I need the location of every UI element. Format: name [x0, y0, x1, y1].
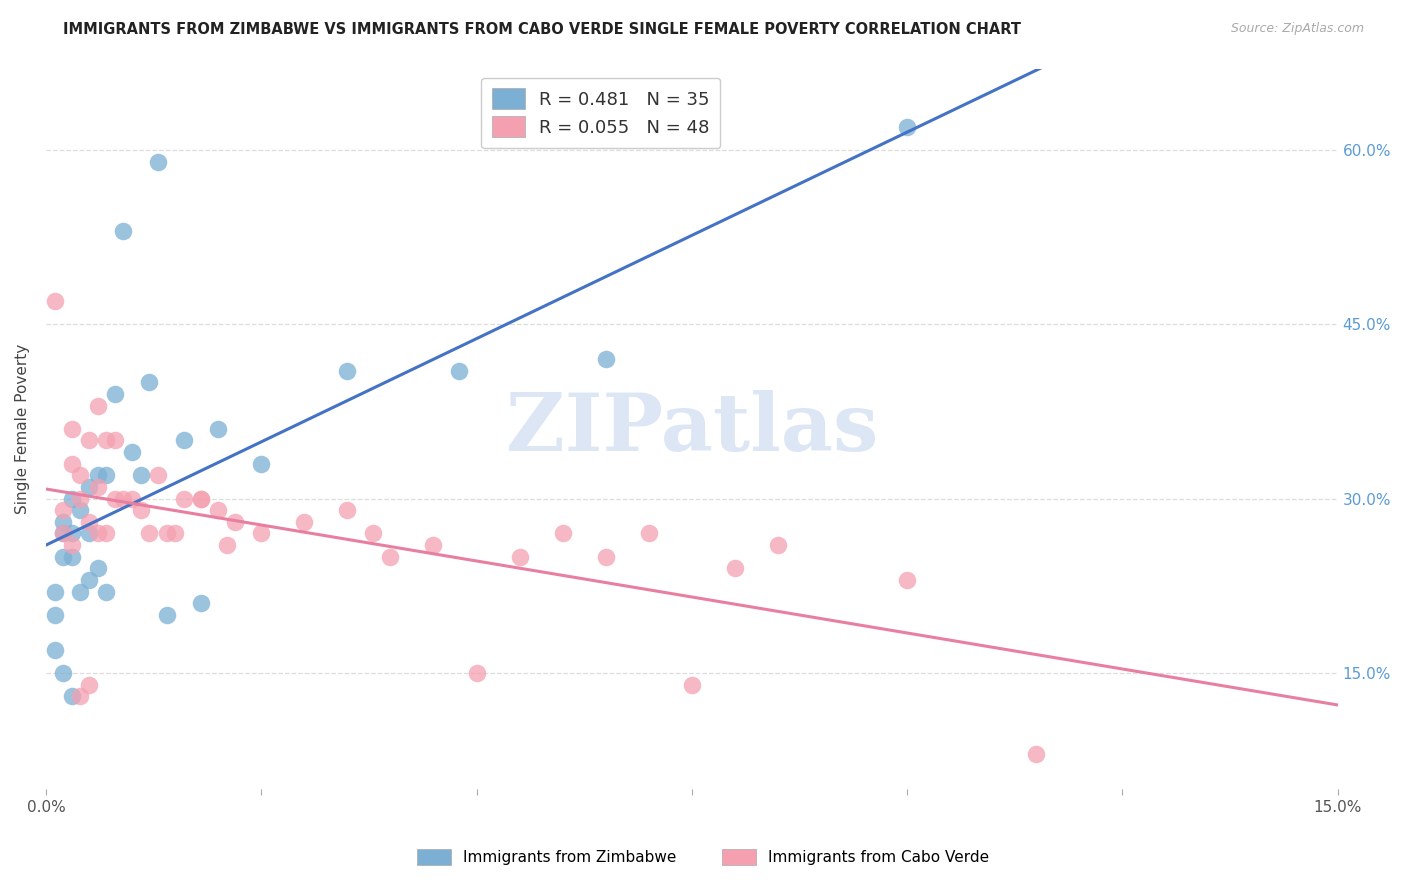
Point: [86, 526, 108, 541]
Point: [86, 561, 108, 575]
Text: IMMIGRANTS FROM ZIMBABWE VS IMMIGRANTS FROM CABO VERDE SINGLE FEMALE POVERTY COR: IMMIGRANTS FROM ZIMBABWE VS IMMIGRANTS F…: [63, 22, 1021, 37]
Point: [69, 584, 91, 599]
Point: [77, 434, 100, 448]
Point: [129, 503, 152, 517]
Point: [69, 491, 91, 506]
Point: [336, 364, 359, 378]
Point: [60, 457, 83, 471]
Point: [155, 607, 177, 622]
Point: [509, 549, 531, 564]
Point: [681, 677, 703, 691]
Point: [44, 607, 66, 622]
Point: [551, 526, 574, 541]
Point: [215, 538, 238, 552]
Point: [173, 491, 195, 506]
Point: [52, 515, 75, 529]
Point: [96, 468, 118, 483]
Point: [146, 154, 169, 169]
Y-axis label: Single Female Poverty: Single Female Poverty: [15, 343, 30, 514]
Point: [69, 468, 91, 483]
Point: [52, 526, 75, 541]
Point: [637, 526, 659, 541]
Point: [361, 526, 384, 541]
Point: [52, 503, 75, 517]
Legend: R = 0.481   N = 35, R = 0.055   N = 48: R = 0.481 N = 35, R = 0.055 N = 48: [481, 78, 720, 148]
Point: [896, 120, 918, 134]
Point: [77, 515, 100, 529]
Point: [69, 503, 91, 517]
Point: [77, 677, 100, 691]
Point: [595, 549, 617, 564]
Point: [207, 503, 229, 517]
Point: [173, 434, 195, 448]
Point: [60, 549, 83, 564]
Point: [207, 422, 229, 436]
Point: [138, 376, 160, 390]
Point: [121, 445, 143, 459]
Point: [60, 422, 83, 436]
Text: ZIPatlas: ZIPatlas: [506, 390, 877, 467]
Point: [595, 352, 617, 367]
Point: [96, 526, 118, 541]
Point: [86, 399, 108, 413]
Point: [250, 526, 273, 541]
Point: [224, 515, 246, 529]
Point: [77, 573, 100, 587]
Point: [52, 665, 75, 680]
Point: [86, 468, 108, 483]
Point: [190, 491, 212, 506]
Point: [292, 515, 315, 529]
Point: [104, 387, 127, 401]
Point: [86, 480, 108, 494]
Point: [69, 689, 91, 703]
Point: [44, 642, 66, 657]
Point: [250, 457, 273, 471]
Point: [766, 538, 789, 552]
Point: [52, 549, 75, 564]
Point: [60, 526, 83, 541]
Point: [60, 689, 83, 703]
Point: [449, 364, 471, 378]
Point: [96, 584, 118, 599]
Point: [112, 224, 135, 238]
Point: [138, 526, 160, 541]
Point: [60, 491, 83, 506]
Point: [60, 538, 83, 552]
Point: [146, 468, 169, 483]
Point: [336, 503, 359, 517]
Text: Source: ZipAtlas.com: Source: ZipAtlas.com: [1230, 22, 1364, 36]
Point: [190, 491, 212, 506]
Point: [96, 434, 118, 448]
Point: [112, 491, 135, 506]
Point: [465, 665, 488, 680]
Point: [155, 526, 177, 541]
Point: [44, 584, 66, 599]
Point: [380, 549, 402, 564]
Point: [190, 596, 212, 610]
Point: [1025, 747, 1047, 762]
Point: [77, 526, 100, 541]
Point: [44, 293, 66, 308]
Point: [896, 573, 918, 587]
Point: [104, 491, 127, 506]
Point: [77, 480, 100, 494]
Point: [121, 491, 143, 506]
Point: [52, 526, 75, 541]
Point: [724, 561, 747, 575]
Point: [104, 434, 127, 448]
Point: [129, 468, 152, 483]
Point: [422, 538, 444, 552]
Legend: Immigrants from Zimbabwe, Immigrants from Cabo Verde: Immigrants from Zimbabwe, Immigrants fro…: [411, 843, 995, 871]
Point: [165, 526, 187, 541]
